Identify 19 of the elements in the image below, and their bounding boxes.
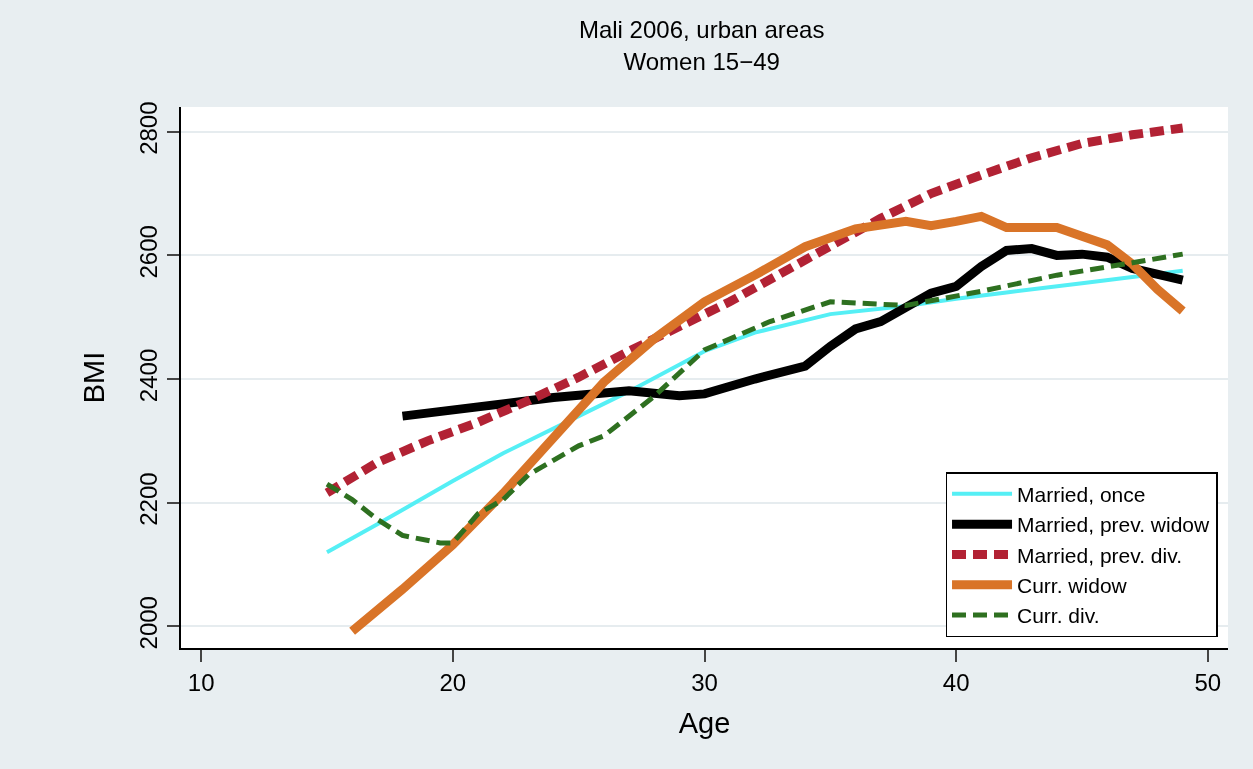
y-tick-label: 2200 — [135, 472, 163, 526]
y-tick-label: 2600 — [135, 225, 163, 279]
y-tick-label: 2400 — [135, 348, 163, 403]
x-tick-label: 50 — [1194, 668, 1222, 696]
legend-label: Married, once — [1017, 483, 1146, 507]
x-axis-title: Age — [678, 707, 731, 740]
y-axis-title: BMI — [78, 351, 111, 404]
x-tick-label: 20 — [439, 668, 467, 696]
legend-label: Married, prev. div. — [1017, 543, 1182, 567]
x-tick-label: 40 — [942, 668, 970, 696]
chart-subtitle: Women 15−49 — [623, 47, 780, 75]
chart-title: Mali 2006, urban areas — [578, 16, 825, 44]
legend-label: Married, prev. widow — [1017, 513, 1211, 537]
x-tick-label: 30 — [691, 668, 718, 696]
legend-label: Curr. widow — [1017, 573, 1128, 597]
y-tick-label: 2000 — [135, 596, 163, 650]
legend-label: Curr. div. — [1017, 604, 1100, 628]
x-tick-label: 10 — [187, 668, 215, 696]
y-tick-label: 2800 — [135, 101, 163, 155]
